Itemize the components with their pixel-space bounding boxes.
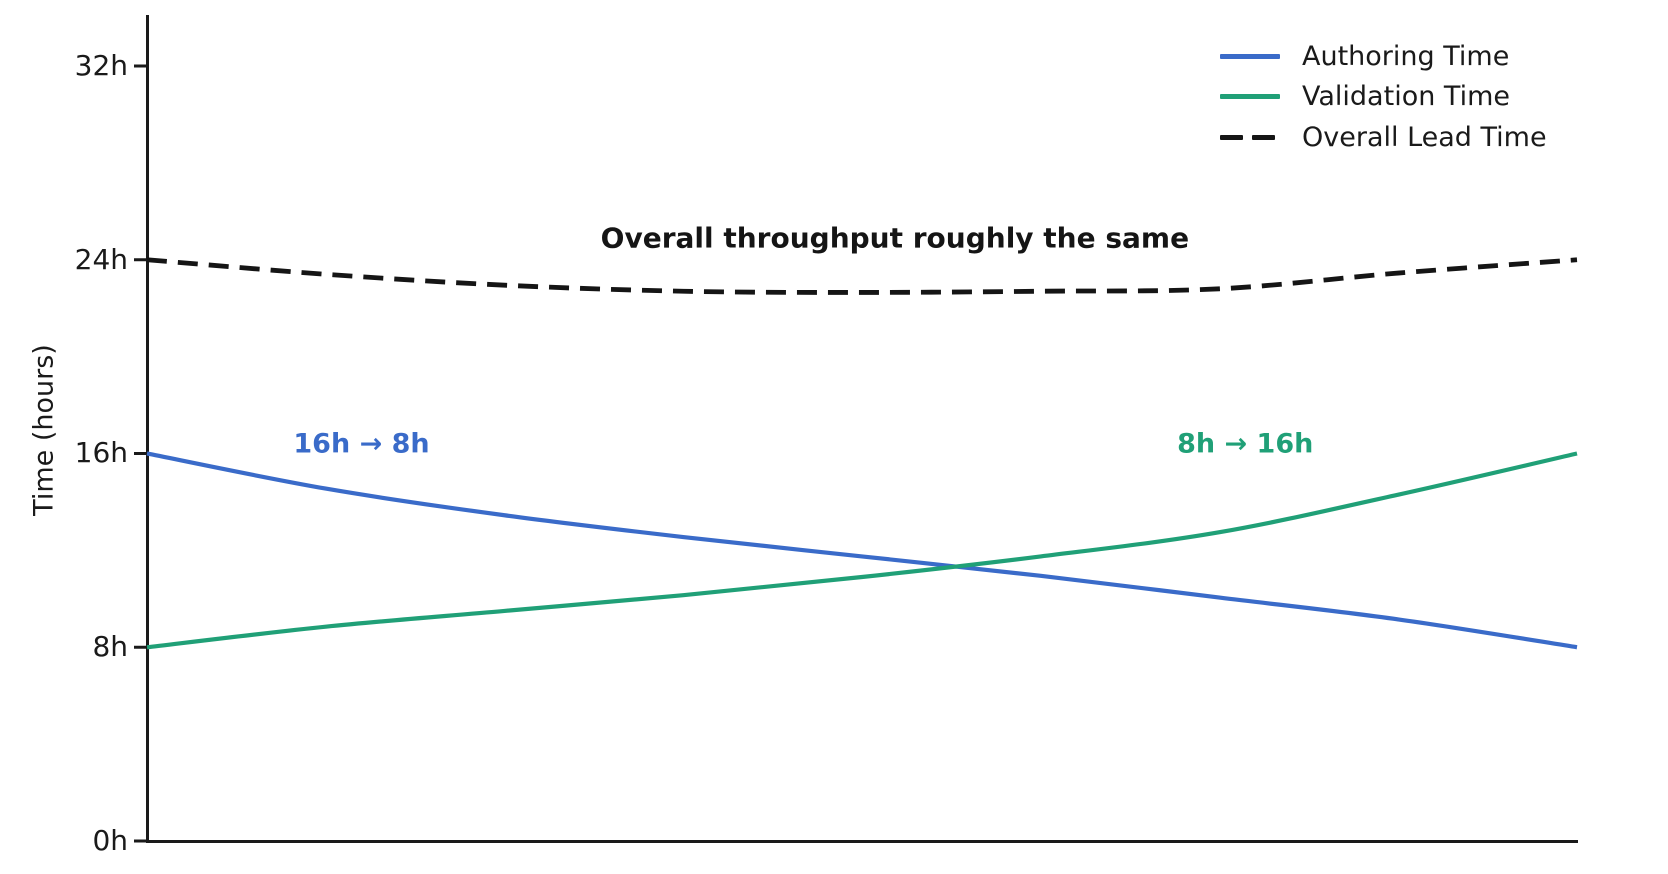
validation-time-line-swatch — [1220, 94, 1280, 100]
annotation-authoring-change: 16h → 8h — [293, 428, 430, 460]
legend-item-label: Overall Lead Time — [1302, 121, 1547, 153]
legend-item-label: Validation Time — [1302, 81, 1510, 113]
y-tick-label-24h: 24h — [74, 242, 128, 276]
annotation-validation-change: 8h → 16h — [1177, 428, 1314, 460]
y-tick-label-32h: 32h — [74, 48, 128, 82]
legend-item-validation-time: Validation Time — [1220, 77, 1547, 118]
series-line-authoring-time — [146, 451, 1578, 650]
annotation-overall-throughput: Overall throughput roughly the same — [600, 221, 1190, 255]
y-tick-label-16h: 16h — [74, 436, 128, 470]
series-line-overall-lead-time — [146, 257, 1578, 295]
y-axis-label: Time (hours) — [28, 344, 60, 516]
overall-lead-time-dashed-swatch — [1220, 134, 1280, 140]
legend: Authoring Time Validation Time Overall L… — [1220, 36, 1547, 158]
y-tick-label-0h: 0h — [92, 824, 128, 857]
authoring-time-line-swatch — [1220, 53, 1280, 59]
legend-item-overall-lead-time: Overall Lead Time — [1220, 117, 1547, 158]
y-tick-label-8h: 8h — [92, 630, 128, 664]
series-line-validation-time — [146, 451, 1578, 650]
legend-item-label: Authoring Time — [1302, 40, 1510, 72]
legend-item-authoring-time: Authoring Time — [1220, 36, 1547, 77]
